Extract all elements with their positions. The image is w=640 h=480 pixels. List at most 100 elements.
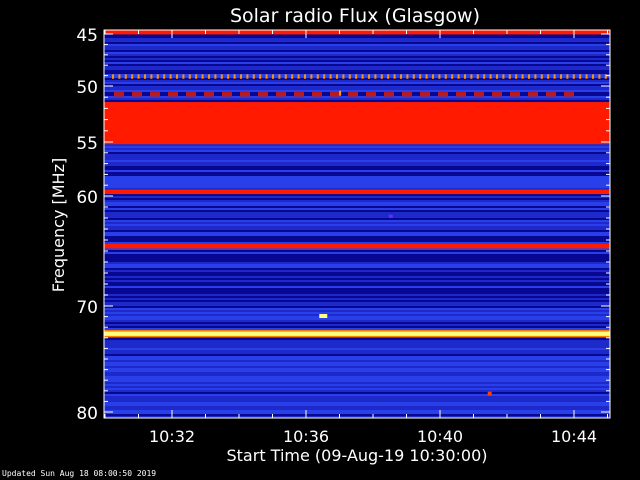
- noise-streak: [104, 100, 610, 102]
- noise-streak: [104, 250, 610, 252]
- interference-tick: [272, 74, 274, 79]
- interference-dash: [240, 92, 250, 97]
- noise-streak: [104, 228, 610, 230]
- noise-streak: [104, 182, 610, 184]
- noise-streak: [104, 98, 610, 100]
- noise-streak: [104, 346, 610, 348]
- y-tick-label: 45: [76, 26, 98, 46]
- noise-streak: [104, 302, 610, 304]
- noise-streak: [104, 384, 610, 386]
- interference-tick: [604, 74, 607, 79]
- noise-streak: [104, 96, 610, 98]
- noise-streak: [104, 144, 610, 146]
- interference-dash: [474, 92, 484, 97]
- interference-tick: [112, 74, 114, 79]
- noise-streak: [104, 342, 610, 344]
- interference-dash: [492, 92, 502, 97]
- noise-streak: [104, 262, 610, 264]
- noise-streak: [104, 164, 610, 166]
- interference-tick: [144, 74, 146, 79]
- noise-streak: [104, 272, 610, 274]
- noise-streak: [104, 366, 610, 368]
- interference-dash: [348, 92, 358, 97]
- interference-dash: [564, 92, 574, 97]
- noise-streak: [104, 170, 610, 172]
- noise-streak: [104, 394, 610, 396]
- noise-streak: [104, 222, 610, 224]
- noise-streak: [104, 288, 610, 290]
- noise-streak: [104, 370, 610, 372]
- axes: 10:32 10:36 10:40 10:44 45 50 55 60 70 80: [76, 26, 611, 446]
- interference-tick: [592, 74, 594, 79]
- noise-streak: [104, 224, 610, 226]
- noise-streak: [104, 364, 610, 366]
- noise-streak: [104, 382, 610, 384]
- noise-streak: [104, 416, 610, 418]
- noise-streak: [104, 292, 610, 294]
- noise-streak: [104, 148, 610, 150]
- interference-tick: [380, 74, 383, 79]
- interference-tick: [227, 74, 230, 79]
- interference-tick: [156, 74, 159, 79]
- interference-tick: [470, 74, 473, 79]
- noise-streak: [104, 206, 610, 208]
- noise-streak: [104, 296, 610, 298]
- interference-tick: [265, 74, 268, 79]
- interference-tick: [150, 74, 153, 79]
- noise-streak: [104, 282, 610, 284]
- x-axis-label: Start Time (09-Aug-19 10:30:00): [227, 446, 488, 465]
- noise-streak: [104, 156, 610, 158]
- interference-tick: [585, 74, 588, 79]
- noise-streak: [104, 380, 610, 382]
- interference-tick: [476, 74, 479, 79]
- noise-streak: [104, 198, 610, 200]
- interference-tick: [355, 74, 358, 79]
- burst-spot: [339, 90, 342, 96]
- interference-dash: [258, 92, 268, 97]
- interference-tick: [323, 74, 326, 79]
- burst-spot: [319, 314, 328, 319]
- noise-streak: [104, 300, 610, 302]
- noise-streak: [104, 368, 610, 370]
- noise-streak: [104, 404, 610, 406]
- interference-tick: [502, 74, 505, 79]
- noise-streak: [104, 252, 610, 254]
- noise-streak: [104, 372, 610, 374]
- interference-tick: [348, 74, 351, 79]
- noise-streak: [104, 44, 610, 46]
- noise-streak: [104, 298, 610, 300]
- interference-tick: [387, 74, 390, 79]
- y-tick-label: 55: [76, 134, 98, 154]
- noise-streak: [104, 42, 610, 44]
- noise-streak: [104, 80, 610, 82]
- noise-streak: [104, 280, 610, 282]
- interference-tick: [329, 74, 332, 79]
- interference-tick: [252, 74, 255, 79]
- noise-streak: [104, 66, 610, 68]
- noise-streak: [104, 412, 610, 414]
- interference-tick: [464, 74, 466, 79]
- noise-streak: [104, 36, 610, 38]
- noise-streak: [104, 54, 610, 56]
- noise-streak: [104, 56, 610, 58]
- noise-streak: [104, 386, 610, 388]
- noise-streak: [104, 238, 610, 240]
- noise-streak: [104, 308, 610, 310]
- interference-tick: [406, 74, 409, 79]
- interference-dash: [330, 92, 340, 97]
- interference-tick: [259, 74, 262, 79]
- noise-streak: [104, 218, 610, 220]
- y-tick-label: 80: [76, 404, 98, 424]
- noise-streak: [104, 236, 610, 238]
- interference-tick: [444, 74, 447, 79]
- x-tick-label: 10:44: [551, 427, 597, 446]
- interference-tick: [278, 74, 281, 79]
- noise-streak: [104, 374, 610, 376]
- noise-streak: [104, 150, 610, 152]
- interference-tick: [368, 74, 370, 79]
- noise-streak: [104, 176, 610, 178]
- noise-streak: [104, 406, 610, 408]
- band-hot-edge: [104, 330, 610, 332]
- interference-dash: [132, 92, 142, 97]
